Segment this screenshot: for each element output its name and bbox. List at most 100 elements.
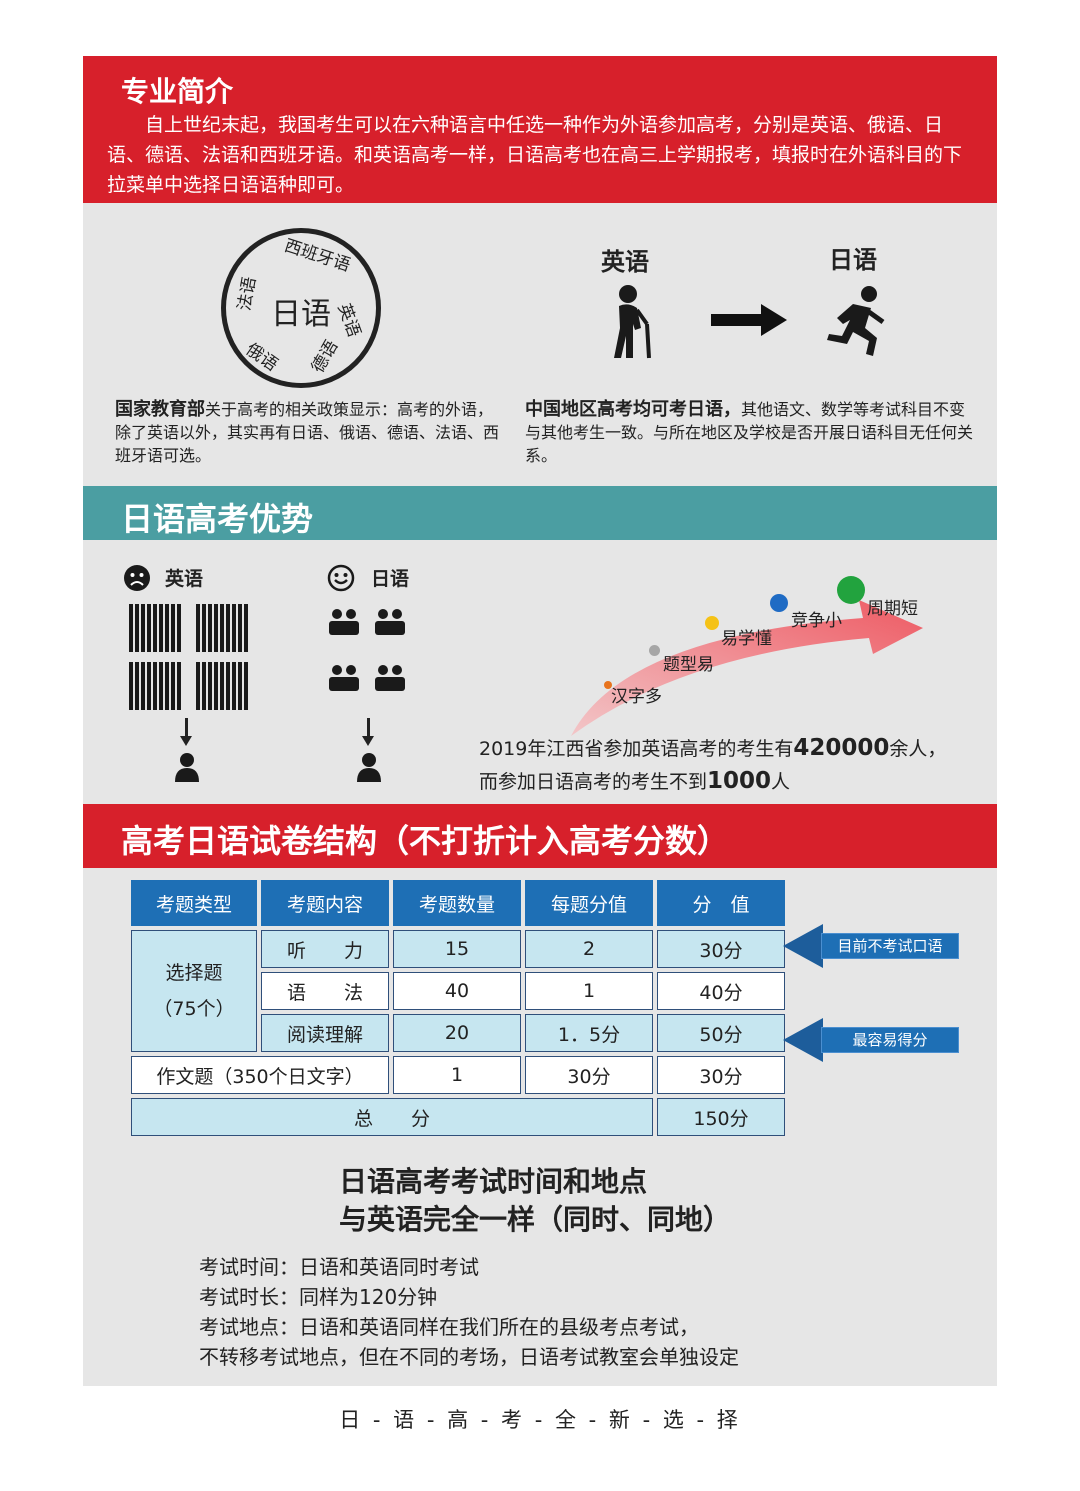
table-cell: 15 — [393, 930, 521, 968]
sad-face-icon — [124, 565, 150, 591]
table-cell: 阅读理解 — [261, 1014, 389, 1052]
total-score-cell: 150分 — [657, 1098, 785, 1136]
happy-face-icon — [327, 564, 355, 592]
exam-info-line: 考试时长：同样为120分钟 — [199, 1285, 438, 1309]
table-cell: 作文题（350个日文字） — [131, 1056, 389, 1094]
crowd-icon — [129, 604, 182, 652]
time-place-line-1: 日语高考考试时间和地点 — [339, 1165, 648, 1198]
stamp-center-text: 日语 — [271, 297, 331, 332]
callout-easiest: 最容易得分 — [783, 1018, 961, 1062]
english-candidate-count: 420000 — [793, 735, 890, 761]
running-person-icon — [827, 286, 885, 356]
crowd-icon — [196, 662, 249, 710]
structure-title: 高考日语试卷结构（不打折计入高考分数） — [121, 822, 730, 860]
table-row: 阅读理解 20 1．5分 50分 — [131, 1014, 785, 1052]
callout-text: 最容易得分 — [821, 1027, 959, 1053]
intro-title: 专业简介 — [121, 75, 234, 108]
person-icon — [175, 753, 199, 782]
exam-info-line: 不转移考试地点，但在不同的考场，日语考试教室会单独设定 — [199, 1345, 739, 1369]
exam-info-line: 考试时间：日语和英语同时考试 — [199, 1255, 479, 1279]
advantage-trend-arrow — [571, 600, 923, 736]
candidate-stats: 2019年江西省参加英语高考的考生有420000余人， 而参加日语高考的考生不到… — [479, 732, 946, 798]
table-header-cell: 考题类型 — [131, 880, 257, 926]
japanese-candidate-count: 1000 — [707, 768, 772, 794]
table-cell: 20 — [393, 1014, 521, 1052]
point-dot — [705, 616, 719, 630]
table-cell: 2 — [525, 930, 653, 968]
policy-note: 国家教育部关于高考的相关政策显示：高考的外语，除了英语以外，其实再有日语、俄语、… — [115, 398, 505, 467]
intro-text: 自上世纪末起，我国考生可以在六种语言中任选一种作为外语参加高考，分别是英语、俄语… — [107, 114, 963, 196]
table-header-cell: 考题内容 — [261, 880, 389, 926]
point-dot — [604, 681, 612, 689]
table-cell: 30分 — [525, 1056, 653, 1094]
down-arrow-icon — [367, 718, 370, 738]
table-header-cell: 分 值 — [657, 880, 785, 926]
point-dot — [837, 576, 865, 604]
stamp-label-spanish: 西班牙语 — [281, 235, 353, 276]
down-arrow-tip — [180, 736, 192, 746]
time-place-line-2: 与英语完全一样（同时、同地） — [339, 1203, 732, 1236]
language-stamp: 日语 西班牙语 英语 德语 俄语 法语 — [221, 228, 381, 388]
table-cell: 40分 — [657, 972, 785, 1010]
switch-note: 中国地区高考均可考日语，其他语文、数学等考试科目不变与其他考生一致。与所在地区及… — [525, 398, 973, 467]
table-cell: 听 力 — [261, 930, 389, 968]
japanese-group-label: 日语 — [371, 568, 410, 590]
stat-line-2: 而参加日语高考的考生不到1000人 — [479, 768, 791, 794]
point-dot — [649, 645, 660, 656]
table-header-cell: 考题数量 — [393, 880, 521, 926]
crowd-icon — [196, 604, 249, 652]
point-label: 汉字多 — [611, 687, 662, 707]
policy-rest: 关于高考的相关政策显示：高考的外语，除了英语以外，其实再有日语、俄语、德语、法语… — [115, 400, 500, 465]
table-cell: 50分 — [657, 1014, 785, 1052]
table-cell: 1 — [525, 972, 653, 1010]
callout-arrow-icon — [783, 924, 823, 968]
advantage-section-header: 日语高考优势 — [83, 486, 997, 540]
point-dot — [770, 594, 788, 612]
exam-structure-table: 考题类型 考题内容 考题数量 每题分值 分 值 选择题 （75个） 听 力 15 … — [127, 876, 789, 1140]
advantage-title: 日语高考优势 — [121, 500, 314, 538]
exam-info: 考试时间：日语和英语同时考试 考试时长：同样为120分钟 考试地点：日语和英语同… — [199, 1252, 739, 1372]
table-row: 作文题（350个日文字） 1 30分 30分 — [131, 1056, 785, 1094]
english-heading: 英语 — [601, 248, 649, 276]
switch-note-bold: 中国地区高考均可考日语， — [525, 399, 741, 420]
table-header-row: 考题类型 考题内容 考题数量 每题分值 分 值 — [131, 880, 785, 926]
footer-slogan: 日 - 语 - 高 - 考 - 全 - 新 - 选 - 择 — [339, 1408, 741, 1432]
english-crowd-label: 英语 — [165, 568, 204, 590]
point-label: 竞争小 — [791, 611, 842, 631]
table-cell: 40 — [393, 972, 521, 1010]
table-cell: 30分 — [657, 930, 785, 968]
point-label: 易学懂 — [721, 629, 772, 649]
elderly-person-icon — [614, 285, 651, 359]
flyer-page: 专业简介 自上世纪末起，我国考生可以在六种语言中任选一种作为外语参加高考，分别是… — [83, 56, 997, 1386]
callout-no-speaking: 目前不考试口语 — [783, 924, 961, 968]
stamp-label-russian: 俄语 — [241, 339, 282, 376]
japanese-heading: 日语 — [829, 246, 877, 274]
choice-type-cell: 选择题 （75个） — [131, 930, 257, 1052]
small-group-icon — [329, 609, 405, 691]
table-row: 选择题 （75个） 听 力 15 2 30分 — [131, 930, 785, 1052]
stamp-label-german: 德语 — [308, 337, 343, 377]
table-cell: 30分 — [657, 1056, 785, 1094]
total-label-cell: 总 分 — [131, 1098, 653, 1136]
switch-note-rest: 其他语文、数学等考试科目不变与其他考生一致。与所在地区及学校是否开展日语科目无任… — [525, 400, 974, 465]
policy-bold: 国家教育部 — [115, 399, 205, 420]
person-icon — [357, 753, 381, 782]
table-row: 总 分 150分 — [131, 1098, 785, 1136]
point-label: 题型易 — [663, 655, 714, 675]
point-label: 周期短 — [867, 599, 918, 619]
crowd-icon — [129, 662, 182, 710]
table-cell: 语 法 — [261, 972, 389, 1010]
table-cell: 1．5分 — [525, 1014, 653, 1052]
table-row: 语 法 40 1 40分 — [131, 972, 785, 1010]
arrow-right-icon — [711, 304, 787, 336]
table-cell: 1 — [393, 1056, 521, 1094]
down-arrow-tip — [362, 736, 374, 746]
intro-section: 专业简介 自上世纪末起，我国考生可以在六种语言中任选一种作为外语参加高考，分别是… — [83, 56, 997, 203]
callout-arrow-icon — [783, 1018, 823, 1062]
stat-line-1: 2019年江西省参加英语高考的考生有420000余人， — [479, 735, 947, 761]
structure-section-header: 高考日语试卷结构（不打折计入高考分数） — [83, 804, 997, 868]
table-header-cell: 每题分值 — [525, 880, 653, 926]
down-arrow-icon — [185, 718, 188, 738]
callout-text: 目前不考试口语 — [821, 933, 959, 959]
exam-info-line: 考试地点：日语和英语同样在我们所在的县级考点考试， — [199, 1315, 699, 1339]
